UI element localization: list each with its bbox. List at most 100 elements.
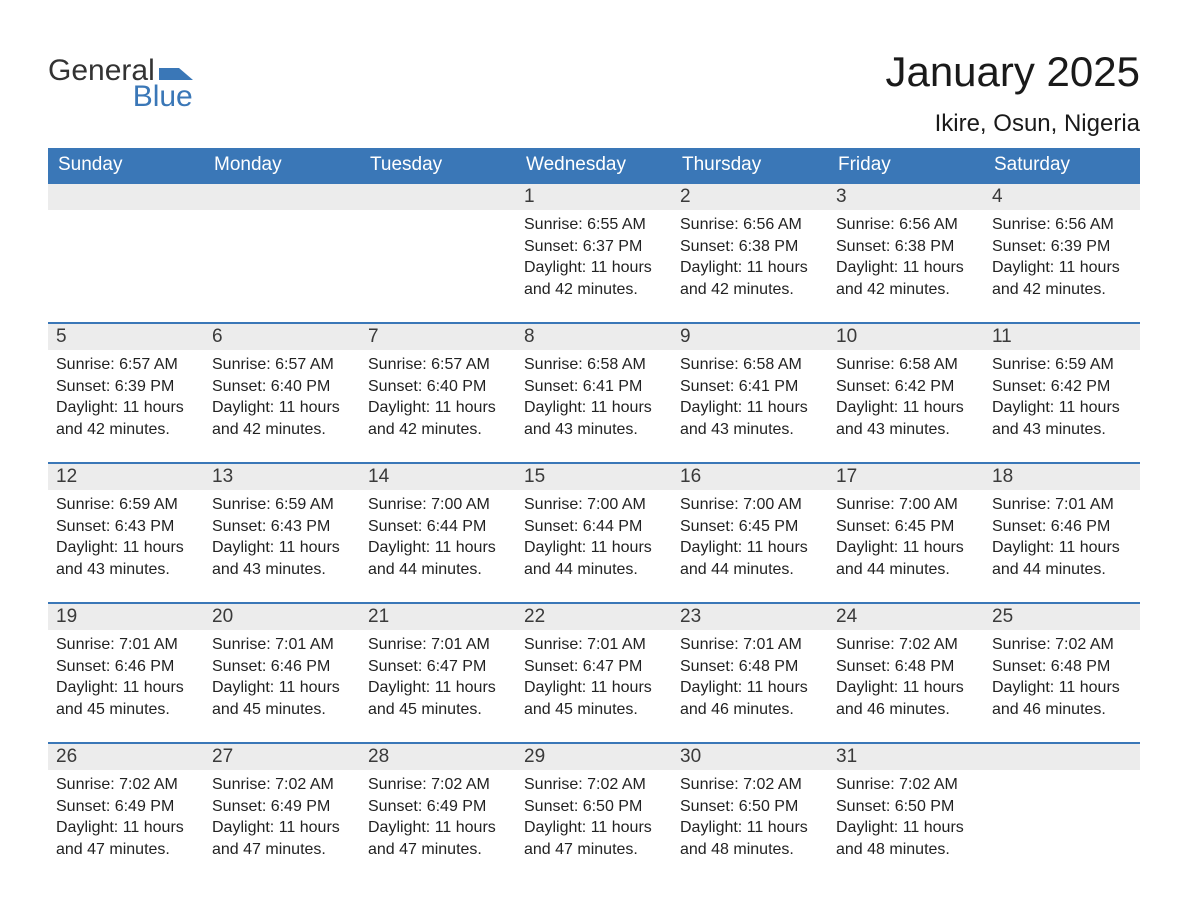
- day-content: Sunrise: 7:02 AMSunset: 6:49 PMDaylight:…: [48, 770, 204, 868]
- location: Ikire, Osun, Nigeria: [885, 110, 1140, 138]
- sunrise-line: Sunrise: 7:00 AM: [524, 494, 664, 516]
- sunrise-line: Sunrise: 7:00 AM: [368, 494, 508, 516]
- daylight-line: Daylight: 11 hours and 43 minutes.: [56, 537, 196, 580]
- sunset-line: Sunset: 6:50 PM: [680, 796, 820, 818]
- daylight-line: Daylight: 11 hours and 43 minutes.: [212, 537, 352, 580]
- sunrise-line: Sunrise: 6:59 AM: [56, 494, 196, 516]
- calendar-day-cell: 24Sunrise: 7:02 AMSunset: 6:48 PMDayligh…: [828, 602, 984, 742]
- calendar-body: 1Sunrise: 6:55 AMSunset: 6:37 PMDaylight…: [48, 182, 1140, 882]
- sunrise-line: Sunrise: 7:02 AM: [212, 774, 352, 796]
- day-content: Sunrise: 7:00 AMSunset: 6:44 PMDaylight:…: [360, 490, 516, 588]
- day-number: 5: [48, 322, 204, 350]
- calendar-day-cell: 11Sunrise: 6:59 AMSunset: 6:42 PMDayligh…: [984, 322, 1140, 462]
- sunset-line: Sunset: 6:40 PM: [368, 376, 508, 398]
- day-number: 10: [828, 322, 984, 350]
- calendar-table: SundayMondayTuesdayWednesdayThursdayFrid…: [48, 148, 1140, 882]
- day-content: Sunrise: 7:02 AMSunset: 6:50 PMDaylight:…: [672, 770, 828, 868]
- calendar-day-cell: 12Sunrise: 6:59 AMSunset: 6:43 PMDayligh…: [48, 462, 204, 602]
- sunset-line: Sunset: 6:49 PM: [212, 796, 352, 818]
- daylight-line: Daylight: 11 hours and 46 minutes.: [680, 677, 820, 720]
- day-number: 8: [516, 322, 672, 350]
- sunrise-line: Sunrise: 7:01 AM: [680, 634, 820, 656]
- day-number: 30: [672, 742, 828, 770]
- day-content: Sunrise: 6:59 AMSunset: 6:42 PMDaylight:…: [984, 350, 1140, 448]
- sunrise-line: Sunrise: 7:01 AM: [56, 634, 196, 656]
- sunrise-line: Sunrise: 7:02 AM: [56, 774, 196, 796]
- logo-text-blue: Blue: [104, 82, 193, 112]
- calendar-day-cell: 21Sunrise: 7:01 AMSunset: 6:47 PMDayligh…: [360, 602, 516, 742]
- day-of-week-header: Tuesday: [360, 148, 516, 182]
- daylight-line: Daylight: 11 hours and 46 minutes.: [992, 677, 1132, 720]
- calendar-day-cell: 7Sunrise: 6:57 AMSunset: 6:40 PMDaylight…: [360, 322, 516, 462]
- sunrise-line: Sunrise: 6:59 AM: [992, 354, 1132, 376]
- day-number: 24: [828, 602, 984, 630]
- day-content: Sunrise: 6:58 AMSunset: 6:41 PMDaylight:…: [516, 350, 672, 448]
- sunrise-line: Sunrise: 6:58 AM: [680, 354, 820, 376]
- daylight-line: Daylight: 11 hours and 45 minutes.: [56, 677, 196, 720]
- day-of-week-header: Sunday: [48, 148, 204, 182]
- day-number: 13: [204, 462, 360, 490]
- sunrise-line: Sunrise: 7:02 AM: [524, 774, 664, 796]
- day-content: Sunrise: 7:01 AMSunset: 6:46 PMDaylight:…: [48, 630, 204, 728]
- daylight-line: Daylight: 11 hours and 42 minutes.: [368, 397, 508, 440]
- title-block: January 2025 Ikire, Osun, Nigeria: [885, 48, 1140, 138]
- sunrise-line: Sunrise: 7:00 AM: [680, 494, 820, 516]
- calendar-day-cell: 30Sunrise: 7:02 AMSunset: 6:50 PMDayligh…: [672, 742, 828, 882]
- sunset-line: Sunset: 6:45 PM: [680, 516, 820, 538]
- calendar-day-cell: 23Sunrise: 7:01 AMSunset: 6:48 PMDayligh…: [672, 602, 828, 742]
- calendar-day-cell: 28Sunrise: 7:02 AMSunset: 6:49 PMDayligh…: [360, 742, 516, 882]
- daylight-line: Daylight: 11 hours and 42 minutes.: [212, 397, 352, 440]
- calendar-day-cell: 25Sunrise: 7:02 AMSunset: 6:48 PMDayligh…: [984, 602, 1140, 742]
- daylight-line: Daylight: 11 hours and 45 minutes.: [212, 677, 352, 720]
- day-number: 31: [828, 742, 984, 770]
- calendar-day-cell: 6Sunrise: 6:57 AMSunset: 6:40 PMDaylight…: [204, 322, 360, 462]
- sunset-line: Sunset: 6:38 PM: [836, 236, 976, 258]
- sunrise-line: Sunrise: 7:02 AM: [836, 774, 976, 796]
- daylight-line: Daylight: 11 hours and 47 minutes.: [212, 817, 352, 860]
- daylight-line: Daylight: 11 hours and 48 minutes.: [836, 817, 976, 860]
- sunrise-line: Sunrise: 6:56 AM: [992, 214, 1132, 236]
- calendar-day-cell: 3Sunrise: 6:56 AMSunset: 6:38 PMDaylight…: [828, 182, 984, 322]
- day-number: 19: [48, 602, 204, 630]
- sunrise-line: Sunrise: 6:57 AM: [368, 354, 508, 376]
- day-content: Sunrise: 6:57 AMSunset: 6:40 PMDaylight:…: [360, 350, 516, 448]
- sunrise-line: Sunrise: 7:02 AM: [680, 774, 820, 796]
- daylight-line: Daylight: 11 hours and 44 minutes.: [992, 537, 1132, 580]
- sunset-line: Sunset: 6:44 PM: [368, 516, 508, 538]
- day-of-week-header: Friday: [828, 148, 984, 182]
- day-number: 2: [672, 182, 828, 210]
- day-number: 20: [204, 602, 360, 630]
- day-content: Sunrise: 7:02 AMSunset: 6:49 PMDaylight:…: [204, 770, 360, 868]
- month-title: January 2025: [885, 48, 1140, 96]
- calendar-day-cell: 16Sunrise: 7:00 AMSunset: 6:45 PMDayligh…: [672, 462, 828, 602]
- day-number: 16: [672, 462, 828, 490]
- sunset-line: Sunset: 6:40 PM: [212, 376, 352, 398]
- sunrise-line: Sunrise: 7:02 AM: [836, 634, 976, 656]
- sunset-line: Sunset: 6:47 PM: [524, 656, 664, 678]
- daylight-line: Daylight: 11 hours and 47 minutes.: [56, 817, 196, 860]
- day-content: Sunrise: 7:02 AMSunset: 6:48 PMDaylight:…: [828, 630, 984, 728]
- day-content: Sunrise: 6:58 AMSunset: 6:42 PMDaylight:…: [828, 350, 984, 448]
- sunset-line: Sunset: 6:44 PM: [524, 516, 664, 538]
- sunset-line: Sunset: 6:42 PM: [992, 376, 1132, 398]
- calendar-day-cell: 19Sunrise: 7:01 AMSunset: 6:46 PMDayligh…: [48, 602, 204, 742]
- day-number: 18: [984, 462, 1140, 490]
- day-of-week-header: Monday: [204, 148, 360, 182]
- day-number-empty: [204, 182, 360, 210]
- calendar-week-row: 19Sunrise: 7:01 AMSunset: 6:46 PMDayligh…: [48, 602, 1140, 742]
- sunset-line: Sunset: 6:37 PM: [524, 236, 664, 258]
- sunset-line: Sunset: 6:46 PM: [56, 656, 196, 678]
- day-content: Sunrise: 7:01 AMSunset: 6:48 PMDaylight:…: [672, 630, 828, 728]
- day-number: 4: [984, 182, 1140, 210]
- daylight-line: Daylight: 11 hours and 45 minutes.: [524, 677, 664, 720]
- daylight-line: Daylight: 11 hours and 43 minutes.: [524, 397, 664, 440]
- day-number: 17: [828, 462, 984, 490]
- calendar-week-row: 12Sunrise: 6:59 AMSunset: 6:43 PMDayligh…: [48, 462, 1140, 602]
- sunrise-line: Sunrise: 6:57 AM: [56, 354, 196, 376]
- day-number: 3: [828, 182, 984, 210]
- day-number-empty: [48, 182, 204, 210]
- sunset-line: Sunset: 6:49 PM: [56, 796, 196, 818]
- sunset-line: Sunset: 6:50 PM: [524, 796, 664, 818]
- daylight-line: Daylight: 11 hours and 42 minutes.: [524, 257, 664, 300]
- sunset-line: Sunset: 6:43 PM: [56, 516, 196, 538]
